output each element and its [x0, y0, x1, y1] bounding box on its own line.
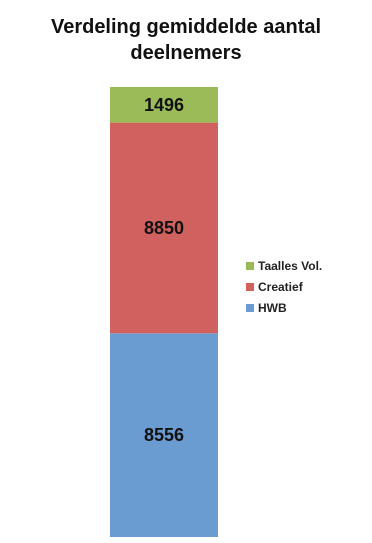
bar-segments	[110, 87, 218, 537]
legend-label-creatief: Creatief	[258, 280, 304, 294]
legend-label-hwb: HWB	[258, 301, 287, 315]
data-label-hwb: 8556	[144, 425, 184, 445]
data-label-taalles-vol: 1496	[144, 95, 184, 115]
legend: Taalles Vol. Creatief HWB	[246, 259, 322, 315]
segment-labels: 8556 8850 1496	[144, 95, 184, 445]
legend-swatch-taalles-vol	[246, 262, 254, 270]
legend-swatch-creatief	[246, 283, 254, 291]
chart-title-line-2: deelnemers	[130, 42, 242, 64]
data-label-creatief: 8850	[144, 218, 184, 238]
legend-swatch-hwb	[246, 304, 254, 312]
legend-label-taalles-vol: Taalles Vol.	[258, 259, 322, 273]
chart-title-line-1: Verdeling gemiddelde aantal	[50, 16, 322, 38]
bar-segment-creatief	[110, 122, 218, 334]
bar-segment-hwb	[110, 333, 218, 537]
chart-title: Verdeling gemiddelde aantal deelnemers	[0, 14, 372, 66]
bar-segment-taalles-vol	[110, 87, 218, 123]
